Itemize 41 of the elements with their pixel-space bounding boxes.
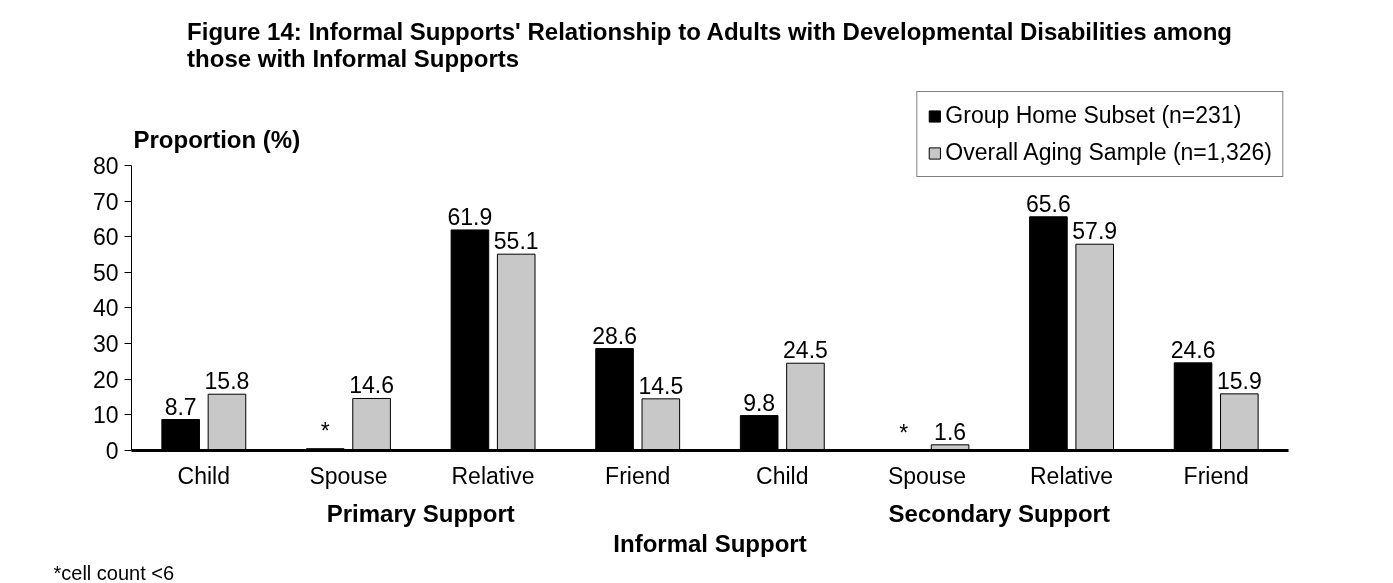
x-tick-label: Friend bbox=[605, 462, 671, 489]
data-label: 24.6 bbox=[1170, 336, 1216, 363]
x-tick-label: Relative bbox=[451, 462, 535, 489]
text: Primary Support bbox=[326, 499, 515, 527]
text: *cell count <6 bbox=[53, 561, 175, 583]
data-label: 8.7 bbox=[164, 393, 197, 420]
y-tick-label: 30 bbox=[92, 331, 119, 358]
y-tick-label: 70 bbox=[92, 188, 119, 215]
y-tick-label: 80 bbox=[92, 152, 119, 179]
data-label: 15.8 bbox=[204, 368, 250, 395]
text: Secondary Support bbox=[888, 499, 1110, 527]
y-tick-label: 10 bbox=[92, 402, 119, 429]
y-tick-label: 20 bbox=[92, 366, 119, 393]
x-tick-label: Spouse bbox=[309, 462, 388, 489]
data-label: 28.6 bbox=[592, 322, 637, 349]
x-axis-title: Informal Support bbox=[613, 529, 807, 557]
data-label: 9.8 bbox=[743, 389, 776, 416]
y-tick-label: 0 bbox=[105, 438, 119, 464]
x-tick-label: Friend bbox=[1183, 462, 1249, 489]
data-label: 14.6 bbox=[349, 372, 394, 399]
x-tick-label: Relative bbox=[1030, 462, 1114, 489]
y-axis-title: Proportion (%) bbox=[133, 125, 301, 153]
x-tick-label: Spouse bbox=[887, 462, 966, 489]
data-label: 65.6 bbox=[1026, 190, 1071, 217]
text: * bbox=[899, 419, 909, 446]
y-tick-label: 50 bbox=[92, 259, 119, 286]
data-label: * bbox=[320, 417, 330, 444]
legend-label: Overall Aging Sample (n=1,326) bbox=[945, 139, 1272, 166]
data-label: 55.1 bbox=[493, 228, 539, 255]
x-tick-label: Child bbox=[177, 462, 231, 489]
data-label: 15.9 bbox=[1216, 367, 1262, 394]
x-tick-label: Child bbox=[756, 462, 809, 489]
y-tick-label: 60 bbox=[92, 224, 119, 251]
legend-label: Group Home Subset (n=231) bbox=[945, 102, 1242, 129]
data-label: 57.9 bbox=[1072, 218, 1118, 245]
chart-title: Figure 14: Informal Supports' Relationship to Adults with Developmental Disabilities among those with Informal Supports bbox=[187, 17, 1233, 72]
data-label: 61.9 bbox=[447, 203, 493, 230]
data-label: 14.5 bbox=[638, 372, 684, 399]
data-label: 24.5 bbox=[783, 337, 828, 364]
y-tick-label: 40 bbox=[92, 295, 119, 322]
data-label: 1.6 bbox=[934, 418, 967, 445]
